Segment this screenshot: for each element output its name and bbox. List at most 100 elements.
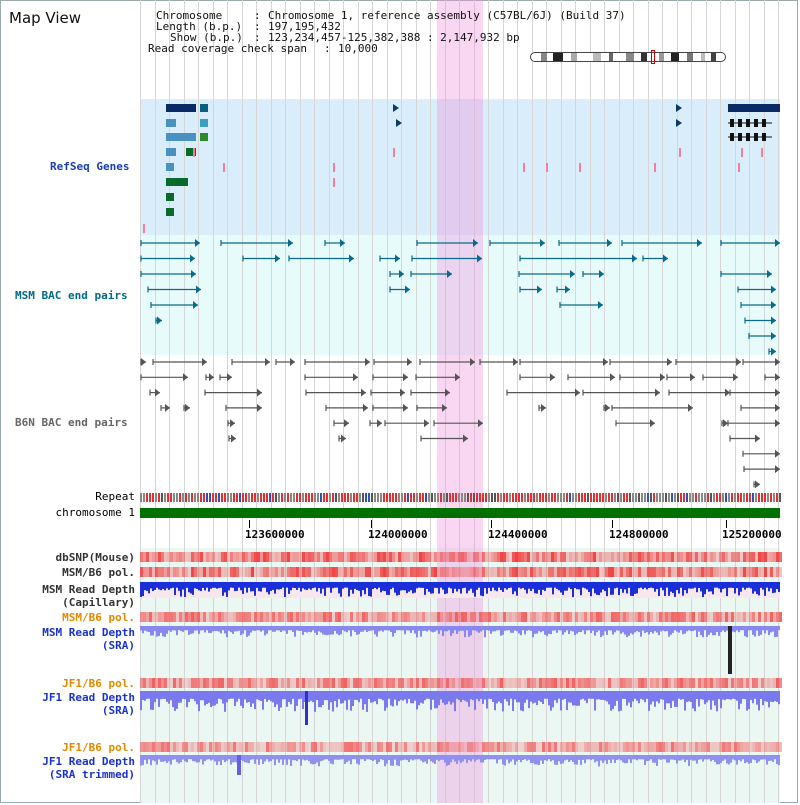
b6n-bac-arrow (341, 434, 346, 443)
msm-b6-pol-strip (356, 567, 359, 577)
jf1-b6-pol-2-strip (494, 742, 497, 752)
repeat-element (761, 493, 763, 502)
jf1-trim-depth (344, 755, 346, 764)
msm-b6-pol-2-strip (302, 612, 305, 622)
jf1-sra-depth (154, 691, 156, 703)
msm-b6-pol-2-strip (251, 612, 254, 622)
msm-b6-pol-2-strip (146, 612, 149, 622)
jf1-trim-depth (362, 755, 364, 760)
jf1-sra-depth (218, 691, 220, 699)
msm-cap-depth (464, 582, 466, 588)
jf1-trim-depth (764, 755, 766, 760)
msm-cap-depth (506, 582, 508, 590)
b6n-bac-arrow (470, 358, 475, 366)
msm-sra-depth (412, 626, 414, 631)
msm-cap-depth (318, 582, 320, 589)
msm-sra-depth (504, 626, 506, 631)
dbsnp-strip (719, 552, 722, 562)
msm-sra-depth (314, 626, 316, 633)
repeat-element (452, 493, 454, 502)
jf1-trim-depth (434, 755, 436, 764)
msm-sra-depth (572, 626, 574, 632)
label-msm-b6-pol[interactable]: MSM/B6 pol. (62, 566, 135, 579)
jf1-sra-depth (430, 691, 432, 710)
jf1-sra-depth (416, 691, 418, 710)
jf1-trim-depth (284, 755, 286, 760)
msm-bac-arrow (771, 285, 776, 294)
dbsnp-strip (446, 552, 449, 562)
jf1-b6-pol-strip (437, 678, 440, 688)
msm-cap-depth (164, 582, 166, 591)
msm-sra-depth (762, 626, 764, 631)
track-label-refseq[interactable]: RefSeq Genes (50, 160, 130, 173)
msm-sra-depth (652, 626, 654, 634)
jf1-trim-depth (234, 755, 236, 762)
dbsnp-strip (293, 552, 296, 562)
jf1-trim-depth (472, 755, 474, 760)
jf1-trim-depth (288, 755, 290, 760)
msm-cap-depth (310, 582, 312, 590)
msm-cap-depth (754, 582, 756, 592)
msm-cap-depth (188, 582, 190, 593)
selected-region-highlight[interactable] (437, 0, 483, 803)
msm-b6-pol-strip (440, 567, 443, 577)
msm-cap-depth (314, 582, 316, 588)
label-msm-read-depth-sra[interactable]: MSM Read Depth (42, 626, 135, 639)
msm-cap-depth (202, 582, 204, 588)
jf1-trim-depth (220, 755, 222, 766)
msm-b6-pol-strip (338, 567, 341, 577)
repeat-element (242, 493, 244, 502)
track-label-b6n-bac[interactable]: B6N BAC end pairs (15, 416, 128, 429)
jf1-trim-depth (276, 755, 278, 760)
jf1-b6-pol-strip (527, 678, 530, 688)
label-jf1-b6-pol-2[interactable]: JF1/B6 pol. (62, 741, 135, 754)
msm-sra-depth (682, 626, 684, 635)
msm-b6-pol-strip (416, 567, 419, 577)
msm-cap-depth (424, 582, 426, 595)
jf1-b6-pol-strip (581, 678, 584, 688)
msm-b6-pol-2-strip (593, 612, 596, 622)
jf1-sra-depth (548, 691, 550, 706)
msm-sra-depth (184, 626, 186, 631)
jf1-trim-depth (658, 755, 660, 760)
msm-sra-depth (372, 626, 374, 631)
jf1-b6-pol-2-strip (290, 742, 293, 752)
jf1-trim-depth (386, 755, 388, 764)
label-msm-read-depth-cap[interactable]: MSM Read Depth (42, 583, 135, 596)
b6n-bac-arrow (667, 358, 672, 366)
jf1-b6-pol-2-strip (743, 742, 746, 752)
jf1-b6-pol-strip (428, 678, 431, 688)
jf1-trim-depth (758, 755, 760, 762)
msm-b6-pol-2-strip (356, 612, 359, 622)
label-jf1-read-depth-sra[interactable]: JF1 Read Depth (42, 691, 135, 704)
msm-sra-depth (160, 626, 162, 633)
msm-cap-depth (494, 582, 496, 591)
chromosome-ideogram[interactable] (530, 52, 726, 62)
msm-sra-depth (496, 626, 498, 631)
msm-cap-depth (664, 582, 666, 597)
label-jf1-b6-pol[interactable]: JF1/B6 pol. (62, 677, 135, 690)
jf1-sra-depth (618, 691, 620, 712)
msm-b6-pol-2-strip (524, 612, 527, 622)
track-label-msm-bac[interactable]: MSM BAC end pairs (15, 289, 128, 302)
track-label-repeat[interactable]: Repeat (95, 490, 135, 503)
dbsnp-strip (437, 552, 440, 562)
info-coverage-label: Read coverage check span (148, 42, 307, 55)
msm-bac-arrow (195, 239, 200, 247)
jf1-b6-pol-strip (290, 678, 293, 688)
track-label-chromosome[interactable]: chromosome 1 (55, 506, 135, 519)
jf1-trim-depth (706, 755, 708, 760)
jf1-b6-pol-2-strip (338, 742, 341, 752)
msm-sra-depth (500, 626, 502, 636)
msm-cap-depth (256, 582, 258, 588)
label-jf1-read-depth-trim[interactable]: JF1 Read Depth (42, 755, 135, 768)
jf1-b6-pol-2-strip (209, 742, 212, 752)
jf1-b6-pol-strip (482, 678, 485, 688)
dbsnp-strip (473, 552, 476, 562)
msm-cap-depth (500, 582, 502, 590)
msm-sra-depth (264, 626, 266, 636)
label-msm-b6-pol-2[interactable]: MSM/B6 pol. (62, 611, 135, 624)
label-dbsnp[interactable]: dbSNP(Mouse) (55, 551, 135, 564)
refseq-gene-glyph (166, 104, 196, 112)
msm-cap-depth (556, 582, 558, 589)
